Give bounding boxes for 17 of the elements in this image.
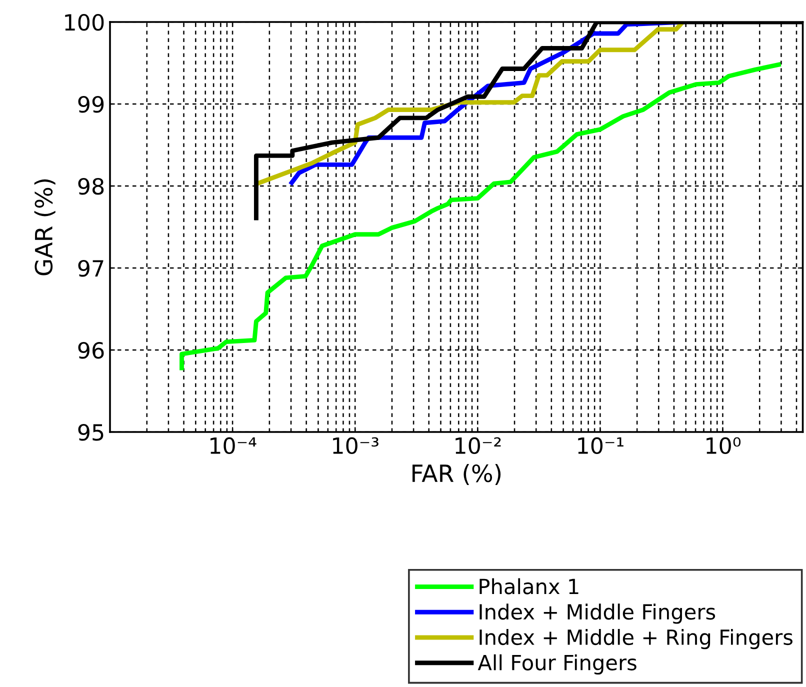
y-tick-label: 100 xyxy=(65,14,104,31)
legend-label: Index + Middle Fingers xyxy=(480,604,716,624)
y-tick-label: 99 xyxy=(78,96,104,113)
y-tick-label: 98 xyxy=(78,178,104,195)
x-tick-label: 10⁻¹ xyxy=(578,437,624,454)
y-axis-title: GAR (%) xyxy=(34,179,56,276)
y-tick-label: 97 xyxy=(78,260,104,277)
x-tick-label: 10⁻⁴ xyxy=(210,437,256,454)
x-tick-label: 10⁻³ xyxy=(333,437,378,454)
y-tick-label: 95 xyxy=(78,424,104,441)
x-tick-label: 10⁰ xyxy=(706,437,741,454)
legend-label: Index + Middle + Ring Fingers xyxy=(480,628,792,650)
y-tick-label: 96 xyxy=(78,342,104,359)
legend-label: All Four Fingers xyxy=(478,654,636,674)
x-tick-label: 10⁻² xyxy=(456,437,501,454)
legend-label: Phalanx 1 xyxy=(480,578,578,594)
x-axis-title: FAR (%) xyxy=(412,464,501,485)
